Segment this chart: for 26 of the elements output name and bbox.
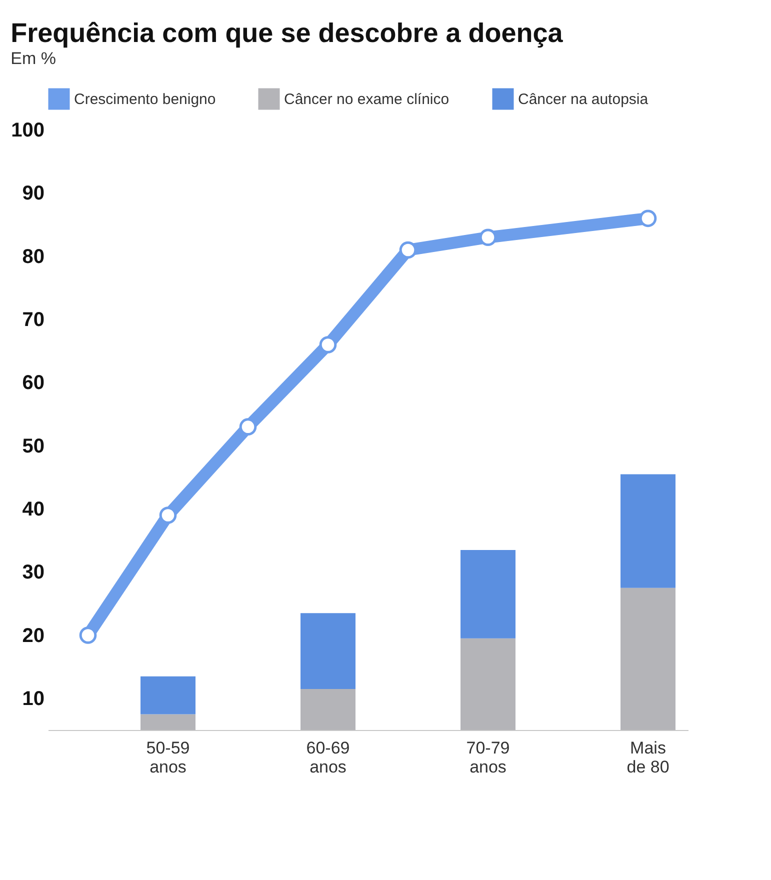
y-tick-label: 70 bbox=[22, 308, 44, 331]
point bbox=[239, 418, 257, 436]
point bbox=[79, 626, 97, 644]
legend-label: Câncer no exame clínico bbox=[284, 91, 450, 108]
y-tick-label: 10 bbox=[22, 688, 44, 710]
point bbox=[639, 210, 657, 228]
y-tick-label: 20 bbox=[22, 624, 44, 647]
chart-subtitle: Em % bbox=[10, 49, 56, 68]
y-tick-label: 80 bbox=[22, 246, 44, 268]
y-tick-label: 90 bbox=[22, 182, 44, 205]
x-tick-label: 50-59 anos bbox=[146, 738, 190, 776]
point bbox=[319, 336, 337, 354]
y-tick-label: 50 bbox=[22, 435, 44, 458]
point bbox=[479, 228, 497, 246]
x-tick-label: 70-79 anos bbox=[466, 738, 510, 776]
y-tick-label: 30 bbox=[22, 562, 44, 584]
x-tick-label: Mais de 80 bbox=[626, 738, 670, 776]
legend-label: Câncer na autopsia bbox=[518, 91, 649, 108]
y-tick-label: 40 bbox=[22, 498, 44, 520]
point bbox=[399, 241, 417, 259]
y-tick-label: 100 bbox=[11, 120, 44, 142]
x-tick-label: 60-69 anos bbox=[306, 738, 350, 776]
legend-label: Crescimento benigno bbox=[74, 91, 216, 108]
point bbox=[159, 506, 177, 524]
y-tick-label: 60 bbox=[22, 372, 44, 394]
chart-title: Frequência com que se descobre a doença bbox=[10, 18, 564, 48]
